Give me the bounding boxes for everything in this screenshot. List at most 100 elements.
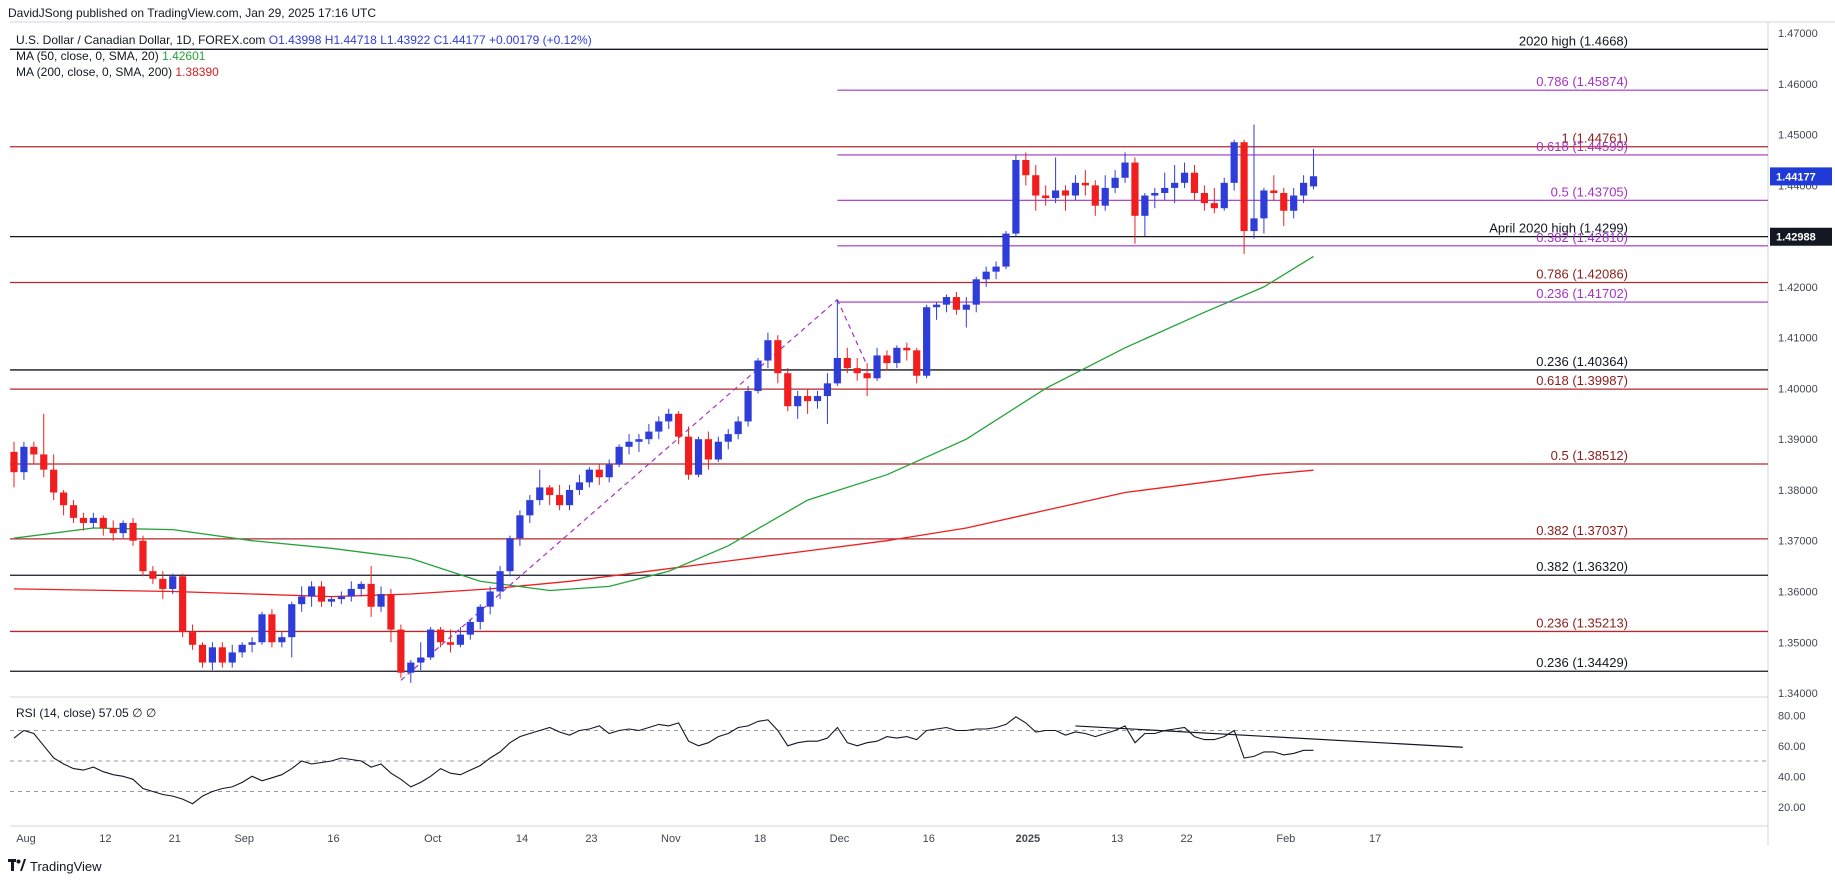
candle-body — [119, 522, 127, 534]
rsi-value: 57.05 — [98, 706, 129, 720]
candle-body — [546, 487, 554, 496]
time-tick-label: 23 — [585, 833, 597, 845]
level-label-red: 0.786 (1.42086) — [1536, 267, 1628, 282]
candle-body — [486, 591, 494, 607]
level-label-black: 0.236 (1.40364) — [1536, 354, 1628, 369]
ma50-legend[interactable]: MA (50, close, 0, SMA, 20) 1.42601 — [16, 49, 205, 63]
candle-body — [853, 368, 861, 374]
candle-body — [813, 396, 822, 402]
candle-body — [536, 487, 544, 501]
candlesticks — [10, 124, 1318, 683]
price-tick-label: 1.38000 — [1778, 485, 1818, 497]
rsi-tick-label: 20.00 — [1778, 802, 1806, 814]
candle-body — [397, 629, 405, 673]
candle-body — [1091, 185, 1099, 206]
candle-body — [288, 604, 296, 638]
rsi-tick-label: 40.00 — [1778, 771, 1806, 783]
candle-body — [1002, 233, 1010, 267]
candle-body — [1250, 218, 1258, 232]
candle-body — [427, 629, 435, 658]
candle-body — [357, 583, 365, 589]
candle-body — [1230, 142, 1238, 183]
candle-body — [724, 434, 732, 442]
candle-body — [248, 642, 256, 645]
level-label-red: 0.382 (1.37037) — [1536, 523, 1628, 538]
candle-body — [1309, 176, 1318, 187]
candle-body — [317, 586, 326, 602]
candle-body — [20, 446, 28, 473]
candle-body — [565, 489, 574, 506]
candle-body — [794, 396, 802, 407]
candle-body — [347, 588, 355, 597]
candle-body — [1240, 142, 1248, 232]
ma200-value: 1.38390 — [175, 65, 219, 79]
candle-body — [1121, 162, 1129, 178]
rsi-line — [13, 716, 1314, 805]
time-tick-label: 22 — [1181, 833, 1193, 845]
price-tick-label: 1.37000 — [1778, 536, 1818, 548]
candle-body — [278, 637, 286, 643]
time-tick-label: Feb — [1276, 833, 1295, 845]
candle-body — [1061, 190, 1070, 196]
candle-body — [60, 492, 68, 506]
time-tick-label: 14 — [516, 833, 528, 845]
symbol-legend[interactable]: U.S. Dollar / Canadian Dollar, 1D, FOREX… — [16, 33, 592, 47]
candle-body — [506, 538, 514, 572]
candle-body — [109, 528, 117, 534]
candle-body — [893, 347, 901, 364]
price-tick-label: 1.42000 — [1778, 282, 1818, 294]
candle-body — [1032, 175, 1040, 196]
candle-body — [804, 396, 812, 402]
candle-body — [1071, 182, 1080, 196]
candle-body — [556, 495, 564, 506]
candle-body — [694, 439, 703, 475]
candle-body — [188, 632, 197, 645]
candle-body — [1180, 172, 1189, 183]
symbol-name: U.S. Dollar / Canadian Dollar, 1D, FOREX… — [16, 33, 266, 47]
price-tick-label: 1.47000 — [1778, 28, 1818, 40]
candle-body — [595, 469, 603, 478]
candle-body — [1052, 190, 1060, 199]
tradingview-logo-icon — [8, 858, 26, 874]
rsi-extra: ∅ ∅ — [132, 706, 157, 720]
price-axis[interactable]: 1.470001.460001.450001.440001.430001.420… — [1770, 28, 1832, 814]
footer[interactable]: TradingView — [8, 858, 102, 874]
candle-body — [1200, 192, 1208, 204]
candle-body — [367, 583, 375, 607]
footer-brand: TradingView — [30, 858, 102, 874]
time-tick-label: Nov — [661, 833, 681, 845]
level-label-red: 0.5 (1.38512) — [1551, 448, 1628, 463]
candle-body — [962, 304, 970, 310]
ma200-line — [13, 469, 1314, 598]
ma50-path — [13, 255, 1314, 592]
candle-body — [258, 614, 266, 643]
publisher-header: DavidJSong published on TradingView.com,… — [8, 6, 377, 20]
ma50-line — [13, 255, 1314, 592]
candle-body — [1280, 192, 1288, 211]
candle-body — [932, 304, 941, 308]
rsi-legend[interactable]: RSI (14, close) 57.05 ∅ ∅ — [16, 706, 156, 720]
level-label-black: April 2020 high (1.4299) — [1489, 221, 1628, 236]
candle-body — [734, 421, 742, 435]
candle-body — [89, 517, 97, 523]
candle-body — [1171, 182, 1179, 188]
level-label-black: 2020 high (1.4668) — [1519, 33, 1628, 48]
level-label-red: 1 (1.44761) — [1562, 131, 1629, 146]
candle-body — [149, 571, 157, 579]
candle-body — [139, 540, 147, 572]
ma200-legend[interactable]: MA (200, close, 0, SMA, 200) 1.38390 — [16, 65, 219, 79]
time-tick-label: Sep — [234, 833, 254, 845]
candle-body — [1190, 172, 1199, 193]
candle-body — [10, 451, 18, 473]
candle-body — [327, 599, 336, 602]
fib-level-label: 0.382 (1.42810) — [1536, 230, 1628, 245]
candle-body — [1290, 195, 1298, 211]
price-tick-label: 1.34000 — [1778, 688, 1818, 700]
candle-body — [476, 606, 484, 622]
candle-body — [873, 355, 881, 379]
level-label-red: 0.236 (1.35213) — [1536, 615, 1628, 630]
candle-body — [704, 439, 712, 460]
trend-lines — [400, 299, 868, 681]
time-axis[interactable]: Aug 12 21 Sep 16 Oct 14 23 Nov 18 Dec 16 2025 13 22 Feb… — [16, 833, 1381, 845]
